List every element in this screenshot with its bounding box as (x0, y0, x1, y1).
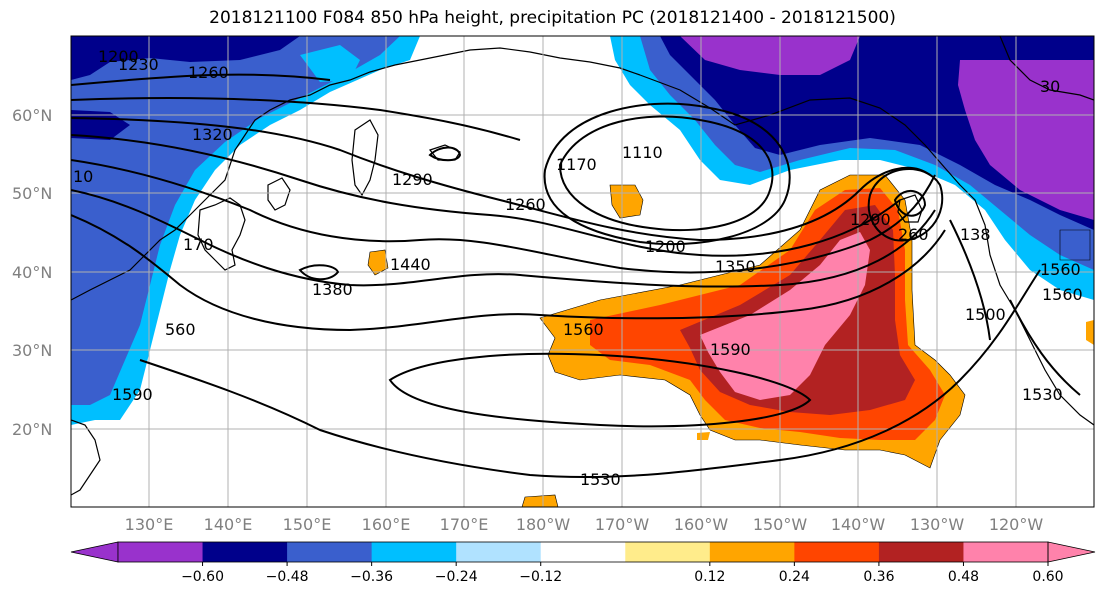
lon-label: 160°W (674, 515, 729, 534)
contour-label: 1530 (580, 470, 621, 489)
lon-label: 150°E (283, 515, 332, 534)
colorbar-outline (117, 541, 1049, 563)
lat-label: 30°N (12, 341, 52, 360)
colorbar-tick-label: −0.60 (181, 569, 224, 585)
contour-label: 1530 (1022, 385, 1063, 404)
colorbar-tick-label: −0.24 (435, 569, 478, 585)
contour-label: 170 (183, 235, 214, 254)
contour-label: 1500 (965, 305, 1006, 324)
contour-label: 1320 (192, 125, 233, 144)
colorbar-extend-low (70, 541, 119, 563)
colorbar-swatch (118, 542, 204, 562)
colorbar-swatch (456, 542, 542, 562)
height-contours (71, 73, 1081, 479)
colorbar-tick-label: 0.48 (948, 569, 979, 585)
colorbar-swatch (202, 542, 288, 562)
colorbar-tick-label: −0.36 (350, 569, 393, 585)
colorbar-tick-label: −0.12 (519, 569, 562, 585)
lon-label: 170°W (595, 515, 650, 534)
colorbar-swatch (794, 542, 880, 562)
contour-label: 560 (165, 320, 196, 339)
lat-label: 20°N (12, 420, 52, 439)
contour-label: 1560 (1042, 285, 1083, 304)
latitude-axis: 60°N 50°N 40°N 30°N 20°N (12, 106, 52, 439)
contour-label: 138 (960, 225, 991, 244)
contour-label: 1110 (622, 143, 663, 162)
colorbar-swatch (709, 542, 795, 562)
colorbar-swatch (287, 542, 373, 562)
colorbar-extend-high (1047, 541, 1096, 563)
contour-label-group: 1200 1230 1260 1320 10 1290 1170 1110 12… (73, 47, 1083, 489)
map-title: 2018121100 F084 850 hPa height, precipit… (209, 8, 896, 28)
contour-label: 1590 (710, 340, 751, 359)
contour-label: 1200 (98, 47, 139, 66)
lon-label: 130°E (125, 515, 174, 534)
lon-label: 150°W (753, 515, 808, 534)
contour-label: 1230 (118, 55, 159, 74)
colorbar-swatch (625, 542, 711, 562)
negative-precip-east (610, 36, 1094, 300)
contour-label: 30 (1040, 77, 1060, 96)
contour-label: 1350 (715, 257, 756, 276)
lat-label: 40°N (12, 263, 52, 282)
contour-label: 1590 (112, 385, 153, 404)
coastlines (71, 36, 1094, 496)
contour-label: 260 (898, 225, 929, 244)
contour-label: 1560 (1040, 260, 1081, 279)
contour-label: 10 (73, 167, 93, 186)
contour-label: 1200 (645, 237, 686, 256)
contour-label: 1290 (850, 210, 891, 229)
colorbar: −0.60 −0.48 −0.36 −0.24 −0.12 0.12 0.24 0.36 0.4… (70, 541, 1096, 585)
lat-label: 60°N (12, 106, 52, 125)
colorbar-tick-label: 0.12 (694, 569, 725, 585)
map-panel: 1200 1230 1260 1320 10 1290 1170 1110 12… (71, 36, 1094, 507)
map-frame (70, 35, 1095, 508)
lon-label: 170°E (440, 515, 489, 534)
colorbar-swatch (963, 542, 1049, 562)
contour-label: 1440 (390, 255, 431, 274)
contour-label: 1380 (312, 280, 353, 299)
colorbar-swatch (540, 542, 626, 562)
colorbar-tick-label: 0.60 (1032, 569, 1063, 585)
lon-label: 120°W (989, 515, 1044, 534)
colorbar-tick-label: −0.48 (266, 569, 309, 585)
contour-label: 1260 (505, 195, 546, 214)
lon-label: 160°E (362, 515, 411, 534)
contour-label: 1290 (392, 170, 433, 189)
longitude-axis: 130°E 140°E 150°E 160°E 170°E 180°W 170°… (125, 515, 1044, 534)
lon-label: 140°W (831, 515, 886, 534)
contour-label: 1170 (556, 155, 597, 174)
colorbar-tick-label: 0.24 (779, 569, 810, 585)
negative-precip-west (71, 36, 420, 425)
colorbar-swatch (878, 542, 964, 562)
lon-label: 140°E (204, 515, 253, 534)
lon-label: 180°W (516, 515, 571, 534)
colorbar-tick-label: 0.36 (863, 569, 894, 585)
lat-label: 50°N (12, 184, 52, 203)
graticule (71, 36, 1094, 507)
lon-label: 130°W (910, 515, 965, 534)
contour-label: 1560 (563, 320, 604, 339)
colorbar-swatch (371, 542, 457, 562)
contour-label: 1260 (188, 63, 229, 82)
